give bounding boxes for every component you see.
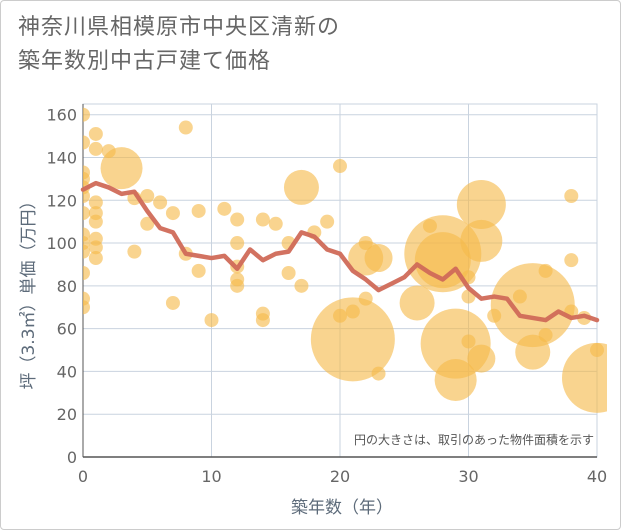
data-bubble bbox=[281, 266, 296, 281]
data-bubble bbox=[83, 206, 90, 221]
data-bubble bbox=[204, 313, 219, 328]
y-tick-label: 160 bbox=[46, 106, 77, 125]
data-bubble bbox=[230, 212, 245, 227]
x-tick-label: 40 bbox=[587, 467, 607, 486]
data-bubble bbox=[83, 135, 90, 150]
x-axis-title: 築年数（年） bbox=[291, 498, 393, 518]
y-tick-label: 60 bbox=[57, 320, 77, 339]
data-bubble bbox=[358, 291, 373, 306]
data-bubble bbox=[538, 328, 553, 343]
data-bubble bbox=[490, 263, 575, 348]
title-line-1: 神奈川県相模原市中央区清新の bbox=[18, 15, 341, 40]
data-bubble bbox=[564, 253, 579, 268]
data-bubble bbox=[434, 358, 477, 401]
size-note: 円の大きさは、取引のあった物件面積を示す bbox=[354, 432, 594, 447]
data-bubble bbox=[255, 313, 270, 328]
data-bubble bbox=[320, 214, 335, 229]
title-line-2: 築年数別中古戸建て価格 bbox=[18, 49, 272, 74]
trend-layer bbox=[80, 180, 600, 323]
data-bubble bbox=[217, 201, 232, 216]
data-bubble bbox=[88, 240, 103, 255]
y-tick-label: 80 bbox=[57, 277, 77, 296]
chart-title: 神奈川県相模原市中央区清新の 築年数別中古戸建て価格 bbox=[18, 11, 340, 79]
data-bubble bbox=[456, 180, 506, 230]
data-bubble bbox=[83, 244, 90, 259]
data-bubble bbox=[345, 304, 360, 319]
data-bubble bbox=[310, 297, 395, 382]
data-bubble bbox=[467, 344, 496, 373]
data-bubble bbox=[515, 334, 551, 370]
data-bubble bbox=[191, 263, 206, 278]
data-bubble bbox=[255, 212, 270, 227]
y-tick-label: 120 bbox=[46, 191, 77, 210]
data-bubble bbox=[333, 159, 347, 174]
data-bubble bbox=[564, 188, 579, 203]
y-tick-label: 20 bbox=[57, 405, 77, 424]
y-tick-label: 40 bbox=[57, 362, 77, 381]
data-bubble bbox=[88, 141, 103, 156]
data-bubble bbox=[165, 295, 180, 310]
data-bubble bbox=[88, 195, 103, 210]
trend-line bbox=[80, 180, 600, 323]
data-bubble bbox=[294, 278, 309, 293]
data-bubble bbox=[140, 188, 155, 203]
x-tick-label: 10 bbox=[201, 467, 221, 486]
data-bubble bbox=[88, 126, 103, 141]
data-bubble bbox=[538, 263, 553, 278]
tick-labels: 0 20 40 60 80 100 120 140 160 0 10 20 30 40 bbox=[46, 106, 607, 486]
data-bubble bbox=[127, 244, 142, 259]
data-bubble bbox=[153, 195, 168, 210]
y-axis-title: 坪（3.3㎡）単価（万円） bbox=[19, 192, 39, 389]
data-bubble bbox=[562, 342, 607, 413]
data-bubble bbox=[140, 216, 155, 231]
data-bubble bbox=[165, 206, 180, 221]
data-bubble bbox=[178, 120, 193, 135]
data-bubble bbox=[399, 285, 435, 321]
x-tick-label: 0 bbox=[78, 467, 88, 486]
data-bubble bbox=[83, 107, 90, 122]
data-bubble bbox=[371, 366, 386, 381]
data-bubble bbox=[461, 334, 476, 349]
data-bubble bbox=[230, 236, 245, 251]
y-tick-label: 140 bbox=[46, 148, 77, 167]
data-bubble bbox=[283, 169, 319, 205]
data-bubble bbox=[83, 188, 90, 203]
data-bubble bbox=[230, 278, 245, 293]
x-tick-label: 20 bbox=[330, 467, 350, 486]
data-bubble bbox=[364, 244, 393, 273]
data-bubble bbox=[100, 147, 143, 190]
x-tick-label: 30 bbox=[458, 467, 478, 486]
y-tick-label: 0 bbox=[67, 448, 77, 467]
data-bubble bbox=[191, 203, 206, 218]
data-bubble bbox=[83, 300, 90, 315]
data-bubble bbox=[88, 251, 103, 266]
data-bubble bbox=[83, 266, 90, 281]
data-bubble bbox=[268, 216, 283, 231]
data-bubble bbox=[88, 214, 103, 229]
data-bubble bbox=[460, 219, 503, 262]
y-tick-label: 100 bbox=[46, 234, 77, 253]
